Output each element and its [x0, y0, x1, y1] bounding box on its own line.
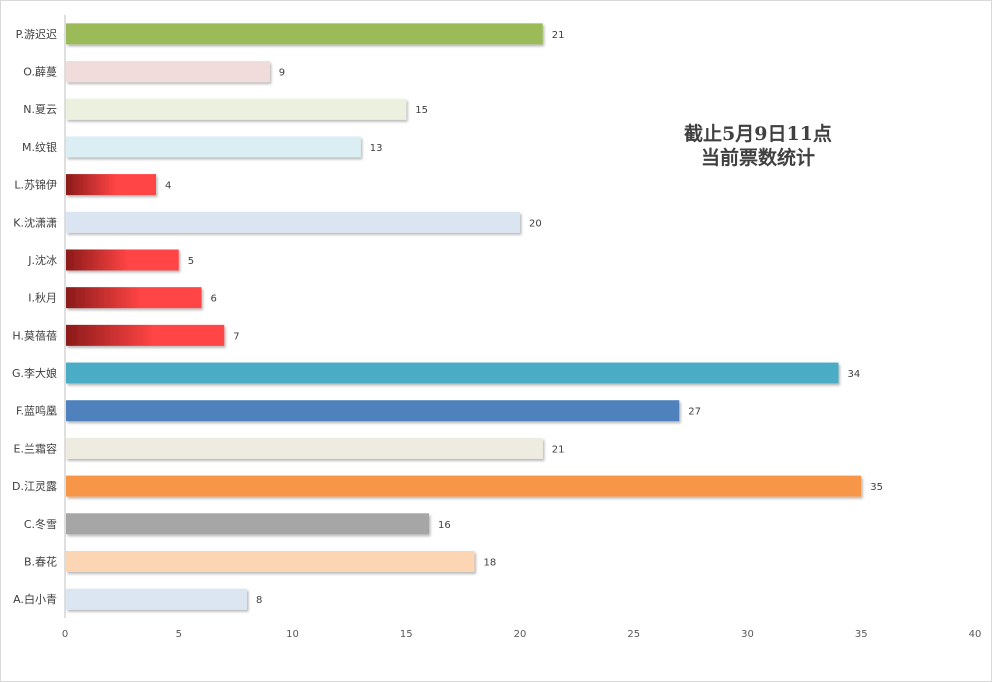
category-label: F.蓝鸣凰	[16, 404, 57, 418]
category-label: H.莫蓓蓓	[12, 329, 57, 342]
data-label: 13	[370, 143, 383, 154]
category-label: A.白小青	[13, 592, 57, 606]
bar	[66, 98, 407, 120]
chart-title: 截止5月9日11点 当前票数统计	[640, 122, 876, 170]
bar	[66, 400, 680, 422]
bar	[66, 61, 270, 83]
category-label: G.李大娘	[12, 366, 57, 380]
bar	[66, 136, 361, 158]
category-label: E.兰霜容	[14, 441, 57, 455]
data-label: 6	[211, 294, 217, 305]
bar	[66, 23, 543, 45]
data-label: 34	[848, 369, 861, 380]
data-label: 18	[484, 557, 497, 568]
data-label: 16	[438, 520, 451, 531]
category-label: O.薜蔓	[23, 65, 57, 79]
x-tick-label: 5	[176, 629, 182, 640]
x-tick-label: 35	[855, 629, 868, 640]
data-label: 21	[552, 30, 565, 41]
bar	[66, 550, 475, 572]
data-label: 9	[279, 68, 285, 79]
category-label: J.沈冰	[27, 253, 57, 267]
bar	[66, 513, 429, 535]
category-label: N.夏云	[23, 103, 57, 116]
chart-title-line-1: 截止5月9日11点	[684, 123, 832, 145]
data-label: 20	[529, 218, 542, 229]
bar	[66, 174, 156, 196]
bar	[66, 287, 202, 309]
x-tick-label: 30	[741, 629, 754, 640]
category-label: P.游迟迟	[16, 28, 57, 41]
x-tick-label: 0	[62, 629, 68, 640]
category-label: I.秋月	[28, 291, 57, 305]
x-tick-label: 20	[514, 629, 527, 640]
data-label: 27	[688, 407, 701, 418]
data-label: 15	[415, 105, 428, 116]
chart-title-line-2: 当前票数统计	[700, 147, 815, 169]
category-label: C.冬雪	[24, 517, 57, 531]
bar	[66, 588, 247, 610]
category-label: L.苏锦伊	[14, 178, 57, 192]
bar	[66, 362, 839, 384]
data-label: 4	[165, 181, 171, 192]
bar	[66, 249, 179, 271]
x-tick-label: 10	[286, 629, 299, 640]
data-label: 8	[256, 595, 262, 606]
bar	[66, 437, 543, 459]
data-label: 21	[552, 444, 565, 455]
bar	[66, 211, 520, 233]
category-label: B.春花	[24, 555, 57, 568]
data-label: 5	[188, 256, 194, 267]
x-tick-label: 15	[400, 629, 413, 640]
category-label: M.纹银	[22, 140, 57, 154]
data-label: 35	[870, 482, 883, 493]
x-tick-label: 25	[627, 629, 640, 640]
bar	[66, 475, 862, 497]
category-label: K.沈潇潇	[13, 215, 57, 229]
category-label: D.江灵露	[12, 480, 57, 493]
x-tick-label: 40	[969, 629, 982, 640]
data-label: 7	[233, 331, 239, 342]
bar	[66, 324, 225, 346]
